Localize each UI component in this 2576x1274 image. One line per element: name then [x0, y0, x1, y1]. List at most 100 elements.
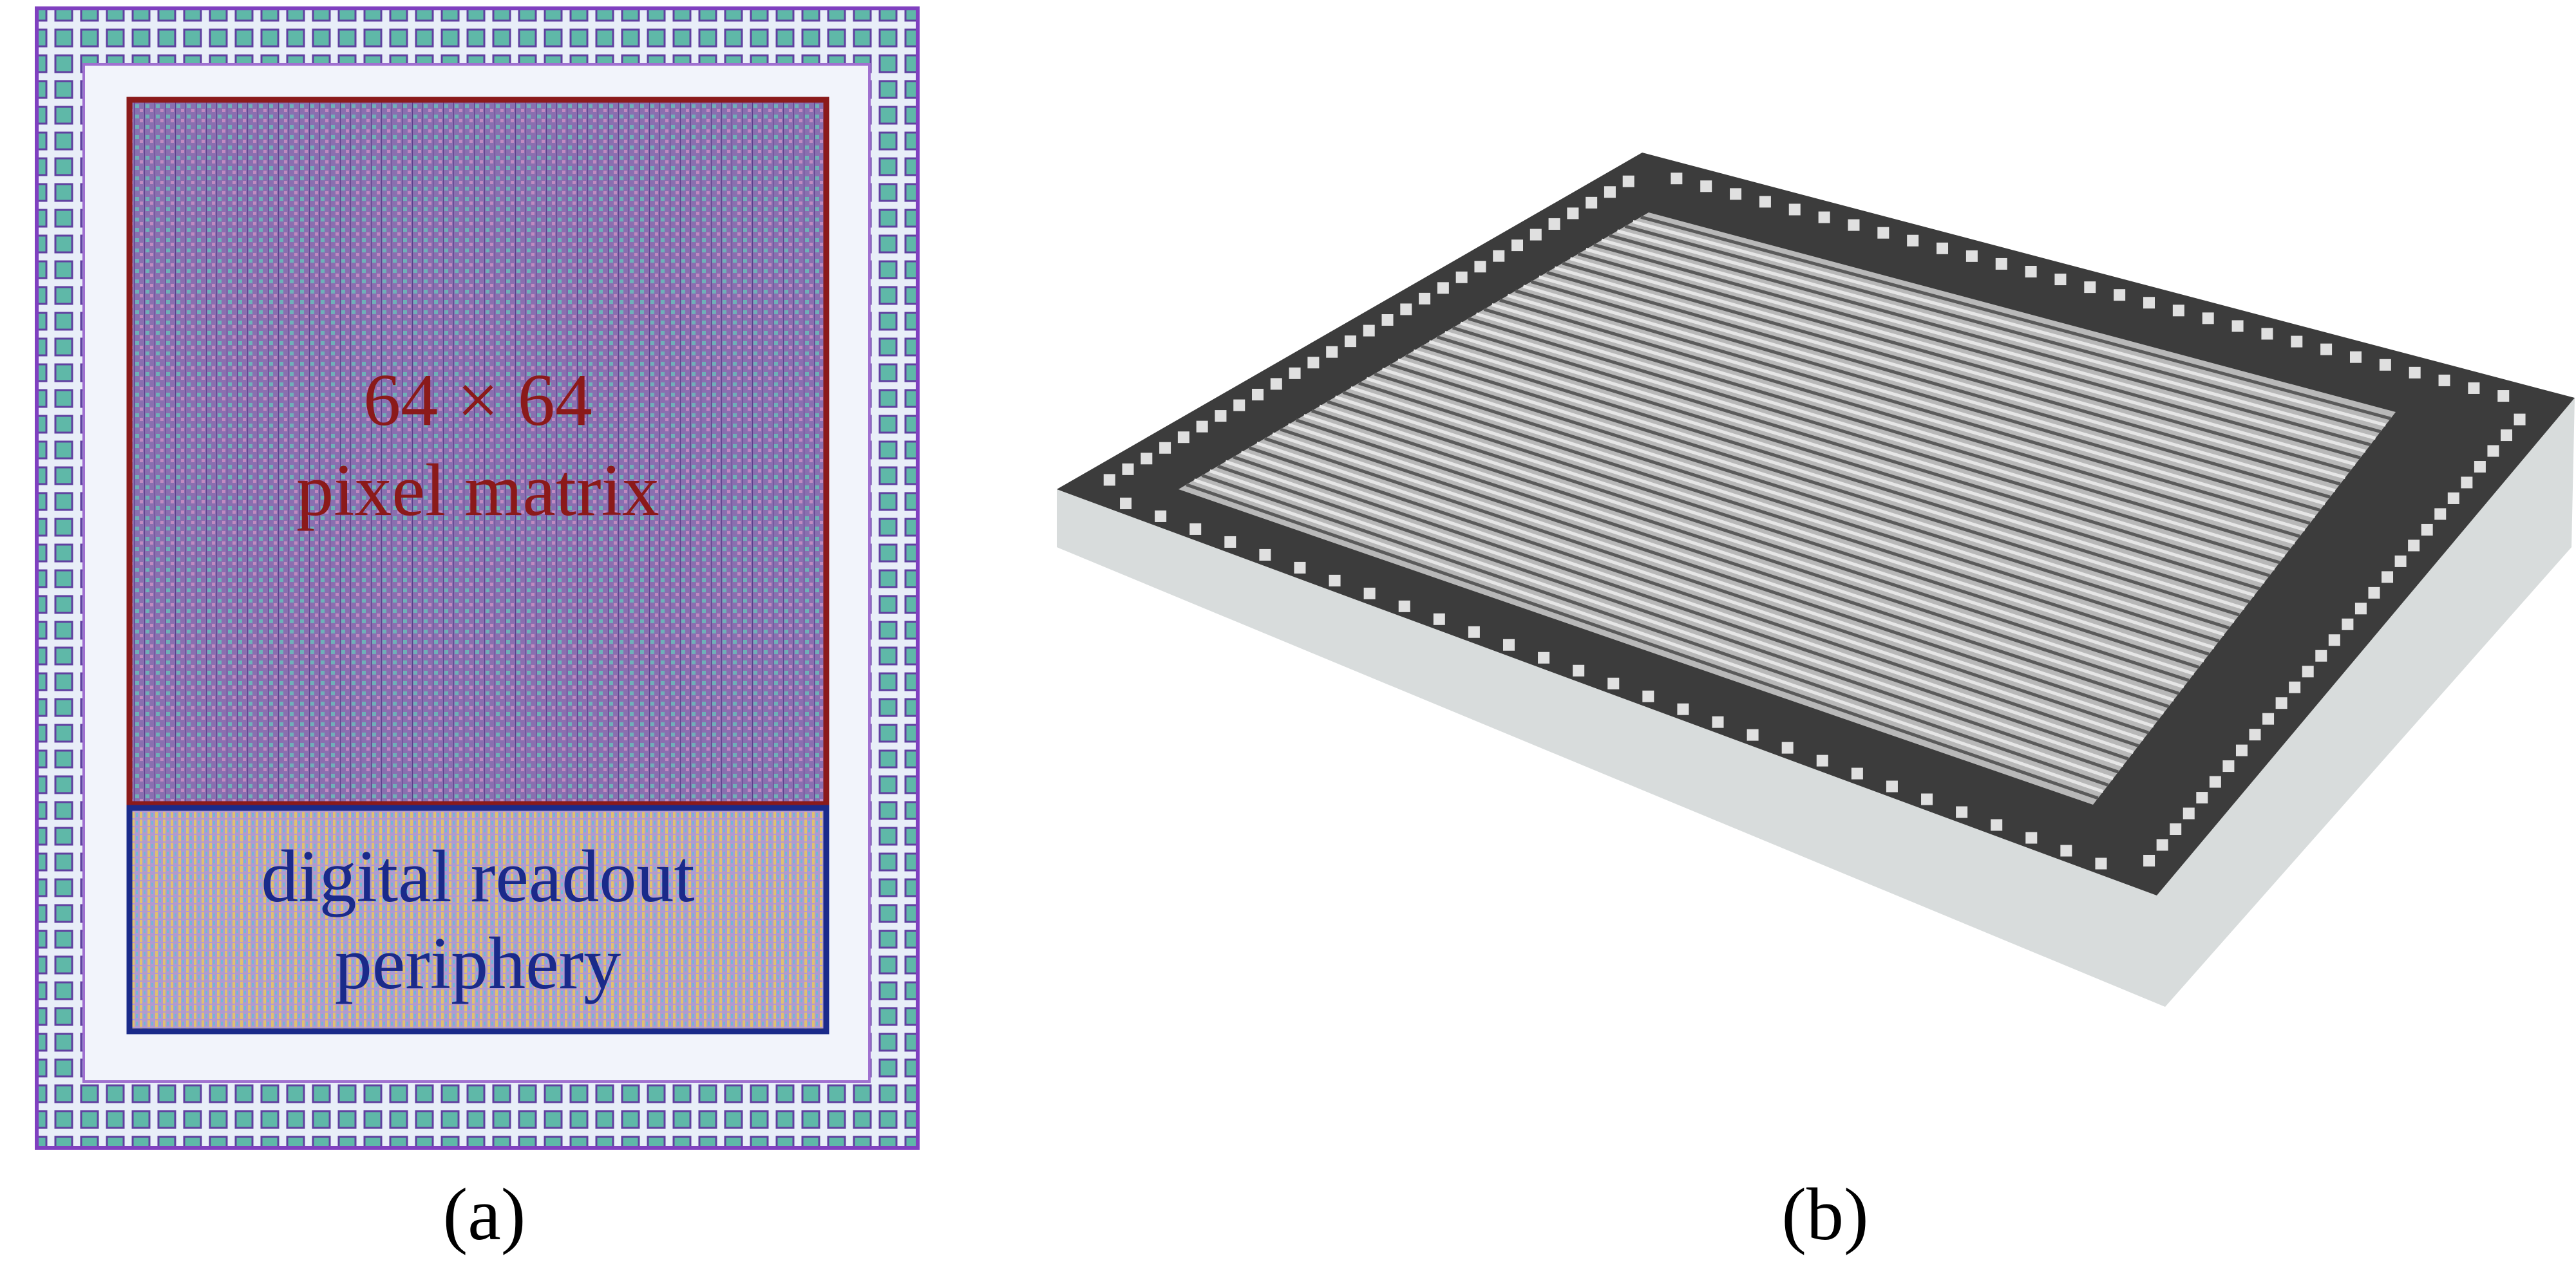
pad: [1700, 180, 1712, 192]
pad: [2409, 366, 2421, 379]
pad: [2196, 792, 2208, 804]
chip-render: [1057, 153, 2575, 1007]
stripe: [1225, 460, 2124, 767]
pad: [1259, 548, 1271, 561]
pad: [1419, 292, 1431, 304]
pad: [2382, 571, 2394, 583]
pad: [2349, 351, 2362, 363]
pad: [2514, 413, 2526, 426]
stripe: [1280, 427, 2159, 722]
stripe: [1350, 386, 2205, 662]
stripe: [1264, 436, 2149, 735]
pad: [2500, 429, 2512, 442]
pad: [1344, 335, 1356, 348]
pad: [1538, 651, 1550, 664]
stripe: [1593, 243, 2361, 460]
pad: [1307, 357, 1320, 369]
pad: [2095, 857, 2107, 870]
stripe: [1295, 418, 2170, 708]
pad: [1252, 388, 1264, 400]
stripe: [1585, 247, 2356, 466]
pad: [1921, 793, 1933, 805]
stripe: [1256, 441, 2145, 741]
stripe: [1491, 303, 2296, 545]
pad: [1289, 367, 1301, 379]
pad: [1233, 399, 1245, 411]
pad: [1907, 234, 1919, 247]
pad: [1155, 510, 1167, 522]
stripe: [1413, 349, 2245, 610]
stripe: [1444, 330, 2266, 584]
pad: [2261, 328, 2273, 340]
stripe: [1475, 312, 2286, 558]
stripe: [1272, 432, 2154, 728]
pad: [1530, 229, 1542, 241]
stripe: [1633, 220, 2386, 427]
pad: [1818, 211, 1830, 223]
pixel-matrix-area: [129, 100, 826, 804]
stripe: [1538, 275, 2326, 505]
pad: [1567, 207, 1579, 220]
stripe: [1428, 340, 2255, 597]
pad: [1474, 261, 1486, 273]
pad: [2143, 854, 2155, 867]
stripe: [1311, 409, 2179, 695]
pad: [1215, 410, 1227, 422]
pad: [2394, 555, 2407, 567]
pad: [2170, 823, 2182, 836]
stripe: [1624, 225, 2382, 433]
pad: [1759, 196, 1771, 208]
pad: [1224, 536, 1236, 548]
matrix-label: 64 × 64: [363, 359, 592, 442]
pad: [1586, 196, 1598, 209]
stripe: [1522, 285, 2316, 519]
stripe: [1530, 280, 2321, 512]
pad: [1511, 239, 1524, 252]
pad: [1573, 664, 1585, 677]
periphery-area: [129, 808, 826, 1031]
stripe: [1616, 229, 2376, 440]
pad: [1159, 442, 1171, 454]
stripe: [1240, 451, 2134, 754]
pad: [2143, 297, 2155, 309]
pad: [1381, 314, 1394, 326]
pad: [1326, 346, 1338, 358]
pad: [2434, 508, 2447, 520]
pad: [1730, 188, 1742, 200]
pad: [2275, 697, 2287, 709]
pad: [2172, 304, 2184, 317]
pad: [1548, 218, 1560, 230]
pad: [1677, 703, 1689, 715]
pad: [2320, 343, 2333, 355]
pad: [1103, 474, 1115, 486]
pad: [1622, 175, 1634, 187]
pad: [2183, 807, 2195, 820]
pad: [2054, 274, 2067, 286]
pad: [1816, 754, 1828, 767]
pad: [2202, 312, 2214, 324]
pad: [2438, 374, 2450, 386]
stripe: [1217, 464, 2119, 774]
pad: [1991, 819, 2003, 831]
stripe: [1601, 238, 2366, 453]
stripe: [1499, 298, 2300, 538]
pad: [2342, 618, 2354, 630]
pad: [1965, 250, 1978, 262]
pad: [1398, 600, 1410, 612]
pad: [1886, 780, 1898, 792]
stripe: [1554, 266, 2336, 492]
pad: [2156, 839, 2168, 851]
pad: [2302, 666, 2314, 678]
pad: [2474, 461, 2486, 473]
stripe: [1389, 363, 2230, 630]
chip-side: [1057, 398, 2575, 1007]
pad: [2421, 523, 2433, 536]
stripe: [1334, 395, 2195, 676]
pad: [1363, 587, 1376, 599]
periphery-label: periphery: [335, 923, 621, 1005]
pad: [1120, 497, 1132, 509]
pad: [1177, 431, 1189, 444]
stripe: [1515, 289, 2311, 525]
stripe: [1186, 483, 2099, 800]
chip-layout: 64 × 64 pixel matrix digital readout per…: [35, 6, 920, 1150]
